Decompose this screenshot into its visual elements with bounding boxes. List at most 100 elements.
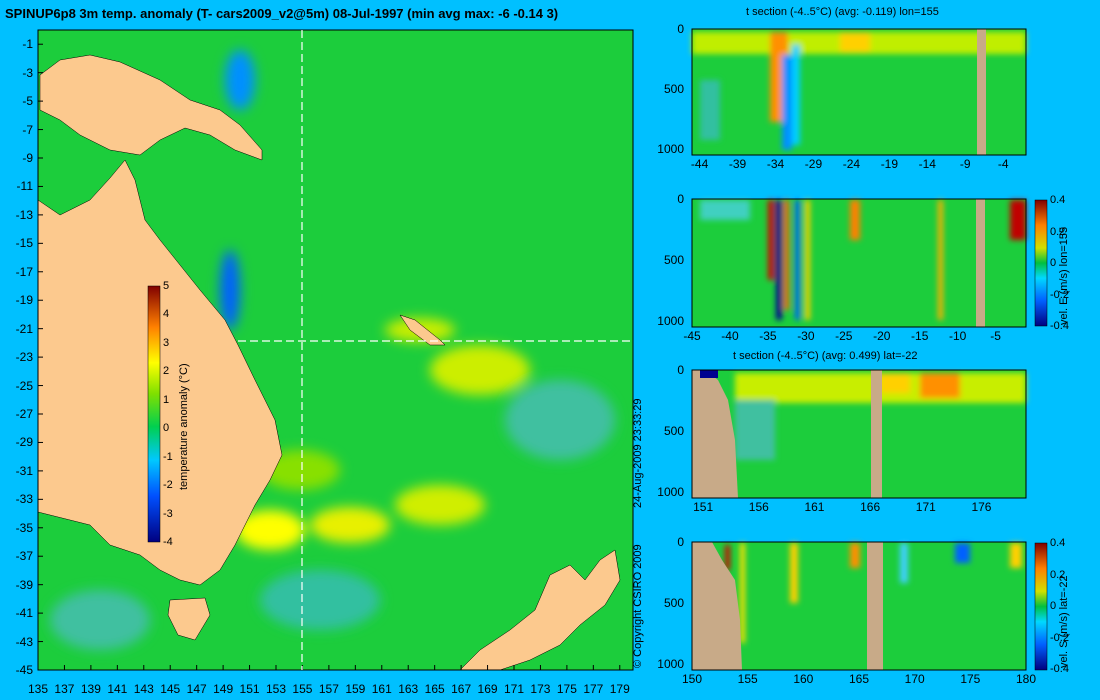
t-section-lat-title: t section (-4..5°C) (avg: 0.499) lat=-22: [733, 350, 918, 362]
section-x-tick-label: -20: [873, 329, 891, 343]
section-x-tick-label: -30: [797, 329, 815, 343]
section-x-tick-label: 156: [748, 500, 769, 514]
map-x-tick-label: 161: [371, 682, 392, 696]
temperature-colorbar: [147, 285, 161, 543]
t-section-lat-land-slope: [692, 370, 738, 498]
map-y-tick-label: -19: [15, 293, 33, 308]
section-x-tick-label: -4: [997, 157, 1009, 171]
main-map-x-tick-marks: [37, 665, 621, 670]
map-y-tick-label: -43: [15, 634, 33, 649]
section-x-tick-label: 155: [737, 672, 758, 686]
temperature-colorbar-tick: 1: [163, 393, 170, 406]
velocity-colorbar-tick: -0.2: [1050, 288, 1069, 301]
map-y-tick-label: -5: [22, 94, 33, 109]
map-y-tick-label: -13: [15, 207, 33, 222]
map-y-tick-label: -41: [15, 606, 33, 621]
main-map-panel: [37, 29, 634, 671]
t-section-lon-title: t section (-4..5°C) (avg: -0.119) lon=15…: [746, 6, 939, 18]
map-y-tick-label: -35: [15, 520, 33, 535]
section-x-tick-label: 160: [793, 672, 814, 686]
map-y-tick-label: -15: [15, 236, 33, 251]
map-x-tick-label: 175: [556, 682, 577, 696]
section-y-tick-label: 0: [677, 22, 684, 36]
map-y-tick-label: -45: [15, 663, 33, 677]
temperature-colorbar-tick: 0: [163, 422, 170, 435]
map-x-tick-label: 177: [583, 682, 604, 696]
t-section-lon-frame: [691, 28, 1027, 156]
main-map-y-tick-marks: [38, 43, 43, 671]
map-x-tick-label: 145: [160, 682, 181, 696]
section-y-tick-label: 0: [677, 192, 684, 206]
vel-e-lon-frame: [691, 198, 1027, 328]
section-x-tick-label: -5: [990, 329, 1001, 343]
temperature-colorbar-tick: 4: [163, 308, 170, 321]
vel-e-colorbar-label: vel. E (m/s) lon=155: [1058, 226, 1070, 325]
section-x-tick-label: -44: [690, 157, 709, 171]
map-x-tick-label: 153: [265, 682, 287, 696]
section-y-tick-label: 1000: [657, 484, 684, 499]
new-caledonia-land: [399, 314, 446, 346]
velocity-colorbar-tick: 0: [1050, 600, 1057, 612]
map-x-tick-label: 179: [609, 682, 630, 696]
temperature-colorbar-label: temperature anomaly (°C): [178, 363, 190, 490]
vel-s-lat-field: [725, 543, 1022, 643]
velocity-colorbar-tick: 0.4: [1050, 537, 1066, 549]
map-x-tick-label: 159: [345, 682, 366, 696]
section-y-tick-label: 1000: [657, 142, 684, 156]
velocity-colorbar-tick: -0.2: [1050, 631, 1069, 644]
map-x-tick-label: 173: [530, 682, 551, 696]
map-y-tick-label: -27: [15, 407, 33, 421]
new-zealand-land: [459, 549, 621, 671]
map-y-tick-label: -1: [22, 37, 33, 52]
section-x-tick-label: -9: [959, 157, 971, 171]
section-x-tick-label: -45: [683, 329, 701, 343]
map-y-tick-label: -37: [15, 549, 33, 564]
section-y-tick-label: 0: [677, 363, 684, 377]
velocity-colorbar-tick: 0.2: [1050, 568, 1066, 581]
t-section-lat-frame: [691, 369, 1027, 499]
map-y-tick-label: -29: [15, 435, 33, 450]
section-x-tick-label: 161: [804, 500, 825, 514]
vel-e-lon-field: [700, 200, 1026, 320]
map-y-tick-label: -17: [15, 264, 33, 279]
section-x-tick-label: -19: [880, 157, 899, 171]
section-y-tick-label: 500: [663, 82, 684, 96]
t-section-lon-land-gap: [977, 29, 986, 155]
map-x-tick-label: 137: [54, 682, 75, 696]
map-x-tick-label: 155: [292, 682, 313, 696]
vel-s-lat-panel: [691, 541, 1048, 671]
section-x-tick-label: 165: [848, 672, 870, 686]
t-section-lon-field: [692, 32, 1026, 150]
section-y-tick-label: 1000: [657, 656, 684, 671]
map-y-tick-label: -25: [15, 378, 33, 393]
section-x-tick-label: -40: [721, 329, 739, 343]
section-x-tick-label: -29: [804, 157, 823, 171]
velocity-colorbar-tick: 0: [1050, 257, 1057, 269]
map-y-tick-label: -33: [15, 492, 33, 507]
new-guinea-land: [39, 54, 263, 161]
section-x-tick-label: 175: [960, 672, 981, 686]
map-x-tick-label: 141: [107, 682, 128, 696]
temperature-colorbar-tick: -3: [163, 507, 173, 520]
tasmania-land: [167, 597, 211, 641]
temperature-colorbar-tick: 2: [163, 365, 170, 378]
map-x-tick-label: 163: [398, 682, 419, 696]
vel-e-lon-land-gap: [976, 199, 985, 327]
section-x-tick-label: 166: [860, 500, 881, 514]
velocity-colorbar-tick: -0.4: [1050, 663, 1069, 675]
section-x-tick-label: 151: [693, 500, 714, 514]
section-y-tick-label: 500: [663, 423, 684, 438]
section-x-tick-label: -24: [842, 157, 861, 171]
temperature-colorbar-tick: 5: [163, 280, 170, 292]
section-x-tick-label: 171: [915, 500, 936, 514]
map-x-tick-label: 147: [186, 682, 207, 696]
velocity-colorbar-tick: -0.4: [1050, 320, 1069, 332]
map-x-tick-label: 149: [213, 682, 234, 696]
temperature-colorbar-tick: -1: [163, 450, 173, 463]
map-x-tick-label: 157: [318, 682, 339, 696]
map-y-tick-label: -9: [22, 151, 33, 165]
map-x-tick-label: 167: [451, 682, 472, 696]
section-y-tick-label: 1000: [657, 313, 684, 328]
map-x-tick-label: 169: [477, 682, 498, 696]
